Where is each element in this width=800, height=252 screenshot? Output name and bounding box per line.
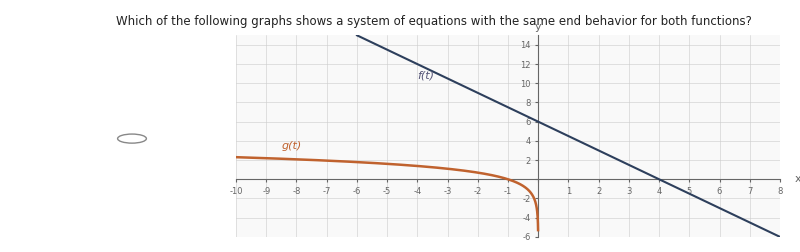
Text: Which of the following graphs shows a system of equations with the same end beha: Which of the following graphs shows a sy… <box>116 15 752 28</box>
Text: y: y <box>535 22 542 33</box>
Text: f(t): f(t) <box>418 71 434 80</box>
Text: x: x <box>795 174 800 184</box>
Text: g(t): g(t) <box>282 141 302 150</box>
